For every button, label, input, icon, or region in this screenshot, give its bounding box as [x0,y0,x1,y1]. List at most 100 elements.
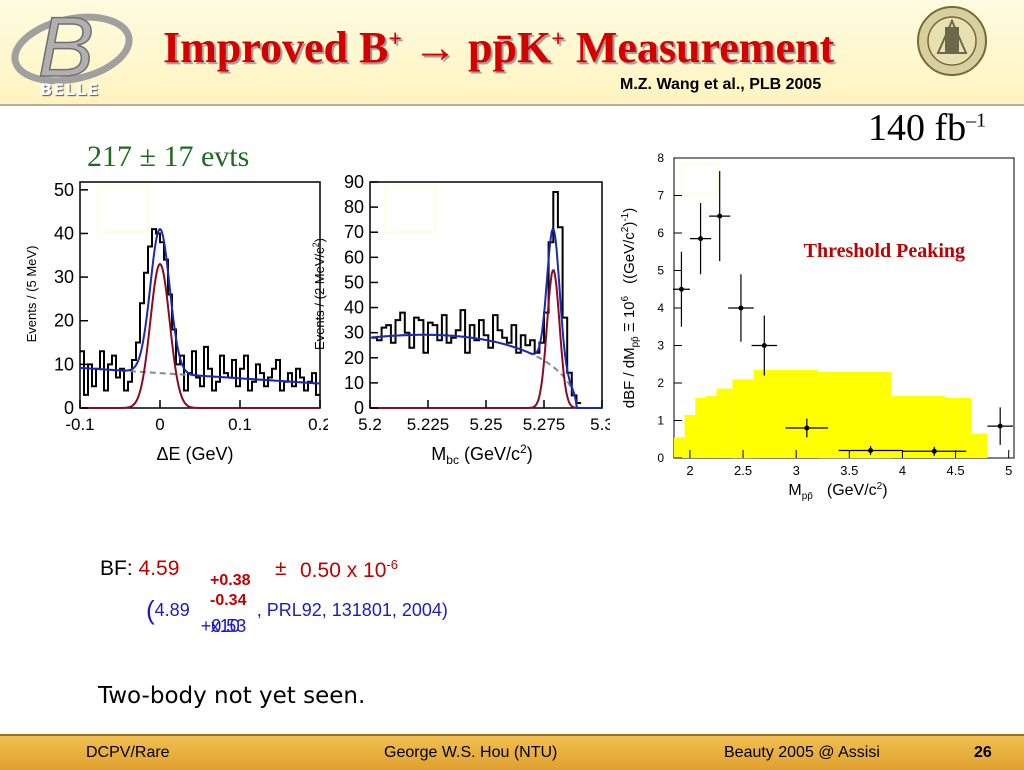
threshold-y-tick-label: 3 [657,339,664,353]
de-y-tick-label: 0 [64,398,74,418]
slide-title: Improved B+ → pp̄K+ Measurement [163,23,835,72]
mbc-y-tick-label: 10 [344,373,364,393]
threshold-data-point [717,213,723,219]
de-x-tick-label: 0.2 [308,415,328,434]
threshold-band-segment [674,437,685,458]
threshold-x-axis-label: Mpp̄ (GeV/c2) [788,481,887,502]
mbc-x-tick-label: 5.225 [407,415,450,434]
delta-e-x-ticks: -0.1 0 0.1 0.2 [65,400,328,434]
belle-logo: B [11,4,133,95]
threshold-data-point [678,286,684,292]
threshold-x-tick-label: 2 [686,463,693,478]
de-y-tick-label: 10 [54,354,74,374]
threshold-plot: 0 1 2 3 4 5 6 7 8 2 2.5 3 3.5 4 4.5 5 Threshold Peakin… [620,151,1015,502]
threshold-data-point [997,423,1003,429]
threshold-y-tick-label: 2 [657,376,664,390]
footer-right: Beauty 2005 @ Assisi [724,744,880,761]
threshold-band-segment [684,414,696,458]
threshold-y-tick-label: 5 [657,264,664,278]
threshold-band-segment [716,388,733,458]
threshold-x-tick-label: 3 [793,463,800,478]
threshold-band-segment [971,433,988,458]
mbc-x-tick-label: 5.275 [523,415,566,434]
two-body-note: Two-body not yet seen. [98,683,366,709]
threshold-band-segment [944,398,972,458]
threshold-band-segment [849,371,892,459]
threshold-data-point [804,425,810,431]
mbc-y-tick-label: 20 [344,348,364,368]
de-x-tick-label: 0 [155,415,164,434]
threshold-data-points [672,171,1013,456]
mbc-x-tick-label: 5.2 [358,415,382,434]
threshold-band-segment [774,369,818,458]
luminosity-label: 140 fb–1 [868,107,987,149]
mbc-y-tick-label: 50 [344,272,364,292]
threshold-data-point [761,343,767,348]
mbc-x-axis-label: Mbc (GeV/c2) [431,442,532,467]
threshold-y-ticks: 0 1 2 3 4 5 6 7 8 [657,151,682,465]
bf-plus-minus: ± [275,557,287,580]
de-y-tick-label: 30 [54,267,74,287]
threshold-band-segment [753,369,775,458]
footer-center: George W.S. Hou (NTU) [384,744,558,761]
mbc-plot: 0 10 20 30 40 50 60 70 80 90 5.2 5.225 5.25 5.275 5.3… [311,172,610,467]
threshold-x-tick-label: 2.5 [734,463,752,478]
threshold-y-tick-label: 1 [657,414,664,428]
mbc-x-tick-label: 5.3 [590,415,610,434]
threshold-data-point [868,448,874,453]
prl-error-overlap: +0.53 [200,616,247,636]
delta-e-legend-box [97,185,149,233]
threshold-y-axis-label: dBF / dMpp̄ Ξ 106((GeV/c2)-1) [620,208,641,408]
slide-footer: DCPV/Rare George W.S. Hou (NTU) Beauty 2… [0,734,1024,770]
threshold-x-tick-label: 3.5 [840,463,858,478]
bf-value: 4.59 [138,557,180,580]
mbc-y-tick-label: 70 [344,222,364,242]
de-y-tick-label: 20 [54,311,74,331]
bf-systematic: 0.50 x 10-6 [300,557,398,582]
bf-stat-errors: +0.38 -0.34 [210,571,250,611]
slide-header: B BELLE Improved B+ → pp̄K+ Measurement … [0,0,1024,106]
prl-previous-result: (4.89 +0.53 x10, PRL92, 131801, 2004) [146,595,448,636]
threshold-x-tick-label: 4.5 [947,463,965,478]
mbc-y-tick-label: 0 [354,398,364,418]
threshold-legend-box [681,163,719,195]
threshold-y-tick-label: 7 [657,189,664,203]
threshold-band-segment [891,396,945,458]
de-y-tick-label: 50 [54,180,74,200]
delta-e-total-fit [80,227,321,385]
mbc-y-tick-label: 80 [344,197,364,217]
mbc-y-tick-label: 60 [344,247,364,267]
ntu-seal-logo [917,6,987,76]
branching-fraction-line: BF: 4.59 [100,557,179,581]
svg-text:B: B [38,4,94,94]
mbc-legend-box [384,185,436,233]
de-y-tick-label: 40 [54,223,74,243]
delta-e-signal-fit [80,262,320,409]
mbc-x-tick-label: 5.25 [469,415,502,434]
threshold-y-tick-label: 8 [657,151,664,165]
mbc-total-fit [369,227,602,409]
delta-e-x-axis-label: ΔE (GeV) [156,444,233,464]
mbc-y-ticks: 0 10 20 30 40 50 60 70 80 90 [344,172,378,418]
mbc-y-tick-label: 90 [344,172,364,192]
threshold-band-segment [695,398,706,458]
event-count-label: 217 ± 17 evts [87,140,250,173]
de-x-tick-label: -0.1 [65,415,94,434]
bf-error-minus: -0.34 [210,592,247,609]
threshold-yellow-band [674,369,988,459]
threshold-y-tick-label: 4 [657,301,664,315]
mbc-y-tick-label: 40 [344,298,364,318]
threshold-x-tick-label: 5 [1005,463,1012,478]
threshold-x-ticks: 2 2.5 3 3.5 4 4.5 5 [686,450,1012,478]
belle-logo-text: BELLE [40,80,100,99]
threshold-data-point [931,448,937,454]
threshold-data-point [698,236,704,242]
threshold-x-tick-label: 4 [899,463,906,478]
delta-e-y-axis-label: Events / (5 MeV) [24,246,39,343]
reference-citation: M.Z. Wang et al., PLB 2005 [620,76,822,93]
bf-label: BF: [100,557,139,580]
mbc-x-ticks: 5.2 5.225 5.25 5.275 5.3 [358,400,610,434]
delta-e-y-ticks: 0 10 20 30 40 50 [54,180,88,418]
threshold-y-tick-label: 0 [657,451,664,465]
